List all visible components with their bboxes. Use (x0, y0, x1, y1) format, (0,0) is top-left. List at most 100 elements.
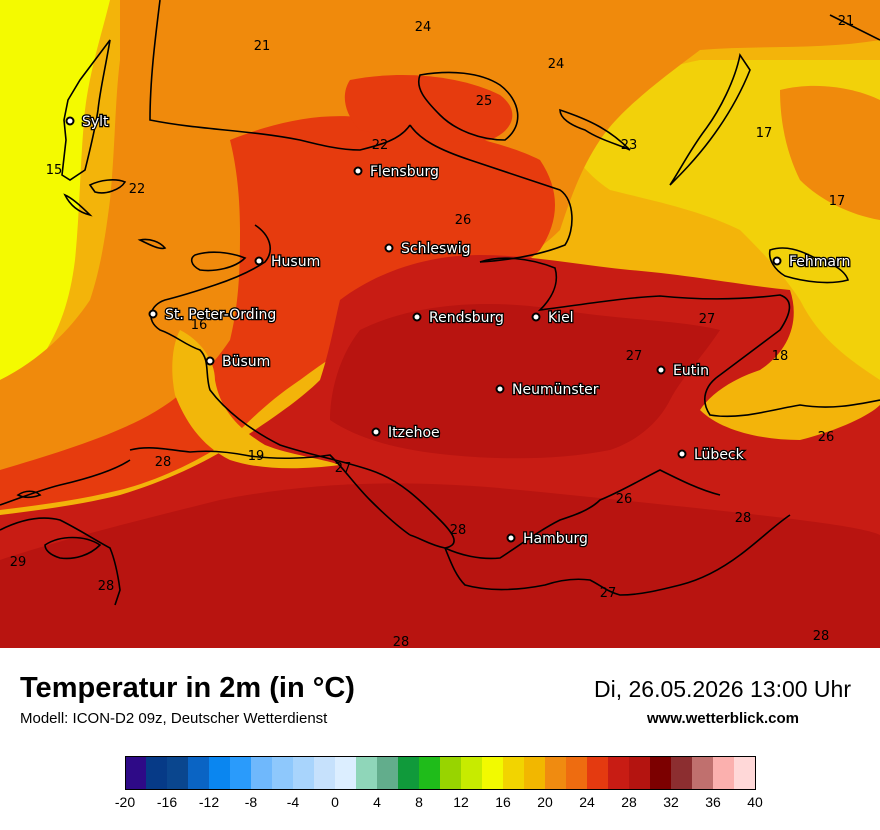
legend-tick-label: 28 (621, 794, 637, 810)
legend-swatch (398, 756, 420, 790)
legend-swatch (419, 756, 441, 790)
city-marker[interactable]: Fehmarn (772, 253, 852, 271)
legend-tick-label: 36 (705, 794, 721, 810)
city-label: Neumünster (512, 382, 599, 398)
zone-25-north (344, 75, 513, 142)
temperature-value-label: 29 (10, 555, 27, 570)
city-dot (205, 356, 215, 366)
legend-swatch (335, 756, 357, 790)
legend-swatch (503, 756, 525, 790)
legend-tick-label: 0 (331, 794, 339, 810)
city-dot (371, 427, 381, 437)
city-marker[interactable]: Schleswig (384, 240, 472, 258)
legend-ticks: -20 -16 -12 -8 -4 0 4 8 12 16 20 24 28 32 36 40 (105, 794, 775, 814)
temperature-value-label: 28 (98, 579, 115, 594)
city-marker[interactable]: Flensburg (353, 163, 440, 181)
legend-swatch (482, 756, 504, 790)
city-label: Lübeck (694, 447, 745, 463)
legend-swatch (293, 756, 315, 790)
forecast-datetime: Di, 26.05.2026 13:00 Uhr (593, 676, 851, 702)
city-marker[interactable]: Husum (254, 253, 322, 271)
temperature-value-label: 26 (818, 430, 835, 445)
city-marker[interactable]: Neumünster (495, 381, 600, 399)
legend-tick-label: 24 (579, 794, 595, 810)
legend-swatch (251, 756, 273, 790)
city-label: Rendsburg (429, 310, 504, 326)
city-dot (506, 533, 516, 543)
city-label: Sylt (82, 114, 109, 130)
temperature-value-label: 28 (155, 455, 172, 470)
temperature-value-label: 22 (129, 182, 146, 197)
legend-swatch (608, 756, 630, 790)
legend-swatch (125, 756, 147, 790)
city-label: Kiel (548, 310, 574, 326)
legend-swatch (566, 756, 588, 790)
legend-swatch (230, 756, 252, 790)
model-subtitle: Modell: ICON-D2 09z, Deutscher Wetterdie… (20, 710, 328, 727)
temperature-value-label: 28 (735, 511, 752, 526)
legend-tick-label: 12 (453, 794, 469, 810)
city-marker[interactable]: Rendsburg (412, 309, 505, 327)
legend-tick-label: 20 (537, 794, 553, 810)
legend-border (125, 756, 756, 790)
legend-swatch (692, 756, 714, 790)
temperature-value-label: 26 (616, 492, 633, 507)
city-label: Fehmarn (789, 254, 850, 270)
temperature-value-label: 27 (335, 461, 352, 476)
legend-swatch (734, 756, 756, 790)
legend-tick-label: 32 (663, 794, 679, 810)
city-label: Flensburg (370, 164, 439, 180)
legend-swatch (524, 756, 546, 790)
temperature-value-label: 18 (772, 349, 789, 364)
city-dot (656, 365, 666, 375)
city-marker[interactable]: Lübeck (677, 446, 746, 464)
website-link[interactable]: www.wetterblick.com (647, 710, 799, 727)
city-marker[interactable]: Eutin (656, 362, 710, 380)
city-marker[interactable]: Hamburg (506, 530, 589, 548)
city-label: Büsum (222, 354, 270, 370)
legend-swatch (146, 756, 168, 790)
temperature-map[interactable]: 24 21 21 24 25 17 22 23 15 22 17 26 27 16 27 27 18 26 28 19… (0, 0, 880, 648)
legend-swatch (209, 756, 231, 790)
legend-tick-label: 16 (495, 794, 511, 810)
legend-swatch (545, 756, 567, 790)
temperature-value-label: 17 (756, 126, 773, 141)
temperature-value-label: 24 (548, 57, 565, 72)
legend-tick-label: -8 (244, 794, 258, 810)
legend-swatch (440, 756, 462, 790)
city-dot (531, 312, 541, 322)
temperature-value-label: 19 (248, 449, 265, 464)
city-label: Husum (271, 254, 320, 270)
temperature-value-label: 15 (46, 163, 63, 178)
legend-swatch (713, 756, 735, 790)
city-marker[interactable]: St. Peter-Ording (148, 306, 278, 324)
legend-swatch (587, 756, 609, 790)
temperature-value-label: 21 (254, 39, 271, 54)
zone-23-ne (780, 85, 880, 220)
cold-sea-west (0, 0, 110, 380)
legend-swatch (650, 756, 672, 790)
city-marker[interactable]: Sylt (65, 113, 110, 131)
city-label: St. Peter-Ording (165, 307, 276, 323)
temperature-value-label: 27 (600, 586, 617, 601)
city-label: Eutin (673, 363, 709, 379)
color-legend (125, 756, 756, 790)
city-dot (772, 256, 782, 266)
city-dot (677, 449, 687, 459)
city-marker[interactable]: Kiel (531, 309, 575, 327)
legend-swatch (272, 756, 294, 790)
legend-swatch (377, 756, 399, 790)
legend-swatch (461, 756, 483, 790)
city-marker[interactable]: Itzehoe (371, 424, 441, 442)
legend-swatch (356, 756, 378, 790)
city-dot (384, 243, 394, 253)
city-marker[interactable]: Büsum (205, 353, 272, 371)
legend-tick-label: 4 (373, 794, 381, 810)
legend-swatch (629, 756, 651, 790)
legend-swatch (167, 756, 189, 790)
zone-28-30 (330, 304, 720, 459)
temperature-values: 24 21 21 24 25 17 22 23 15 22 17 26 27 16 27 27 18 26 28 19… (10, 14, 855, 648)
city-markers: Sylt Flensburg Schleswig Husum Fehmarn St. Pe… (65, 113, 852, 548)
temperature-value-label: 23 (621, 138, 638, 153)
legend-swatch (314, 756, 336, 790)
